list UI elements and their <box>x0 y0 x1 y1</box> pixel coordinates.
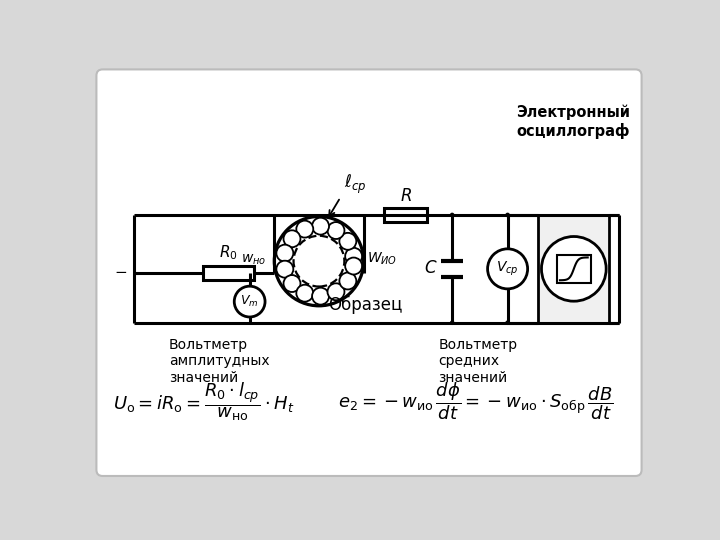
Text: Вольтметр
средних
значений: Вольтметр средних значений <box>438 338 518 384</box>
Circle shape <box>345 248 362 265</box>
Circle shape <box>339 233 356 250</box>
Circle shape <box>234 286 265 317</box>
Text: Образец: Образец <box>328 295 402 314</box>
Text: $R$: $R$ <box>400 188 412 205</box>
Circle shape <box>276 261 293 278</box>
Circle shape <box>345 258 362 274</box>
Circle shape <box>450 213 454 217</box>
Circle shape <box>284 275 300 292</box>
Circle shape <box>297 285 313 302</box>
Bar <box>204 266 253 280</box>
Text: $V_m$: $V_m$ <box>240 294 259 309</box>
Text: $R_0$: $R_0$ <box>219 243 238 262</box>
Bar <box>384 208 427 222</box>
Circle shape <box>312 218 329 234</box>
Circle shape <box>505 213 510 217</box>
Text: −: − <box>114 265 127 280</box>
Text: $W_{ИО}$: $W_{ИО}$ <box>366 250 397 267</box>
Circle shape <box>339 273 356 289</box>
Circle shape <box>312 288 329 305</box>
Circle shape <box>505 320 510 325</box>
Text: $C$: $C$ <box>424 260 438 278</box>
Circle shape <box>276 245 293 261</box>
Circle shape <box>487 249 528 289</box>
Text: $\ell_{cp}$: $\ell_{cp}$ <box>344 172 366 195</box>
Text: Вольтметр
амплитудных
значений: Вольтметр амплитудных значений <box>168 338 269 384</box>
Bar <box>539 215 609 323</box>
Text: $V_{cp}$: $V_{cp}$ <box>496 260 519 278</box>
Circle shape <box>328 222 344 239</box>
Circle shape <box>328 284 344 300</box>
Circle shape <box>541 237 606 301</box>
Text: $U_{\rm o} = iR_{\rm o} = \dfrac{R_{\rm 0} \cdot l_{cp}}{w_{\rm но}} \cdot H_t$: $U_{\rm o} = iR_{\rm o} = \dfrac{R_{\rm … <box>113 381 294 423</box>
Circle shape <box>284 230 300 247</box>
Text: Электронный
осциллограф: Электронный осциллограф <box>516 105 630 139</box>
Text: $w_{но}$: $w_{но}$ <box>241 252 266 267</box>
Circle shape <box>297 221 313 238</box>
Text: $e_2 = -w_{\rm ио}\,\dfrac{d\phi}{dt} = -w_{\rm ио} \cdot S_{\rm обр}\,\dfrac{dB: $e_2 = -w_{\rm ио}\,\dfrac{d\phi}{dt} = … <box>338 381 613 422</box>
Bar <box>557 255 591 282</box>
Circle shape <box>273 215 365 307</box>
FancyBboxPatch shape <box>96 70 642 476</box>
Circle shape <box>450 320 454 325</box>
